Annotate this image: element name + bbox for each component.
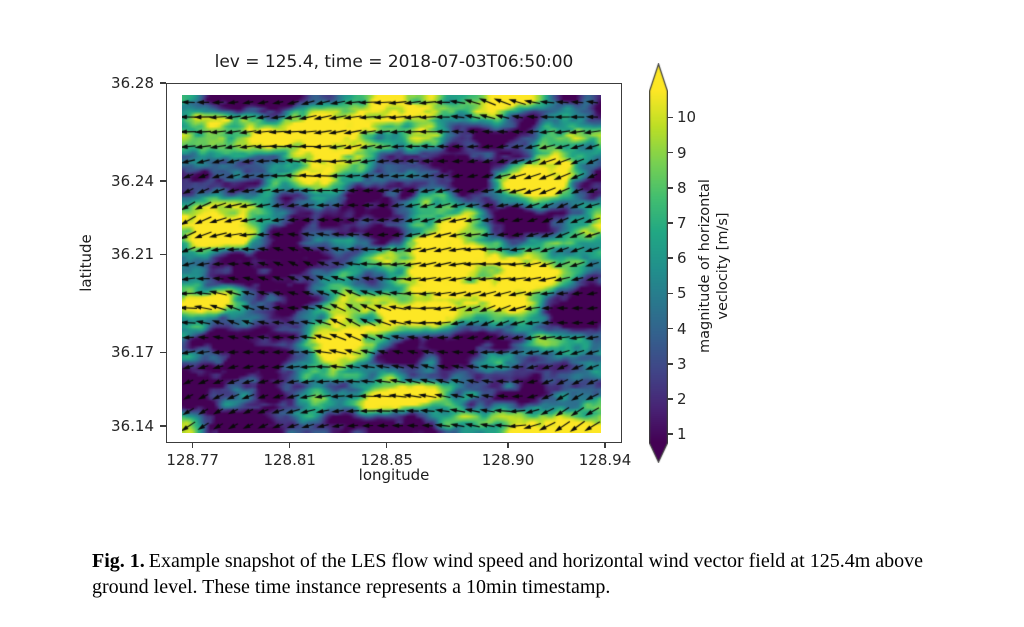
colorbar-tick-label: 7 xyxy=(677,214,687,232)
colorbar-tick-label: 6 xyxy=(677,249,687,268)
colorbar-label: magnitude of horizontal veclocity [m/s] xyxy=(696,146,736,386)
x-tick-mark xyxy=(604,443,606,448)
x-tick-label: 128.77 xyxy=(166,451,219,469)
colorbar-canvas xyxy=(649,63,668,463)
y-tick-label: 36.24 xyxy=(111,171,154,190)
x-tick-mark xyxy=(288,443,291,448)
colorbar-tick-mark xyxy=(668,151,673,154)
figure-caption-number: Fig. 1. xyxy=(92,550,145,572)
colorbar-tick-label: 10 xyxy=(677,108,697,127)
colorbar-tick-mark xyxy=(668,363,673,365)
colorbar-tick-label: 8 xyxy=(677,178,687,197)
colorbar-tick-mark xyxy=(668,187,673,189)
x-tick-label: 128.90 xyxy=(481,451,535,469)
colorbar-tick-label: 5 xyxy=(677,284,687,303)
plot-axes xyxy=(166,83,622,443)
y-tick-mark xyxy=(160,82,166,84)
colorbar-tick-label: 1 xyxy=(677,425,687,444)
colorbar-tick-mark xyxy=(668,257,673,259)
colorbar-tick-label: 9 xyxy=(677,143,687,162)
y-tick-label: 36.17 xyxy=(111,343,154,362)
colorbar-tick-label: 3 xyxy=(677,354,687,373)
colorbar-label-line1: magnitude of horizontal xyxy=(697,179,713,353)
x-tick-label: 128.81 xyxy=(263,451,316,469)
y-tick-mark xyxy=(160,351,166,354)
colorbar-tick-mark xyxy=(668,116,673,119)
x-axis-label: longitude xyxy=(358,466,430,484)
colorbar-tick-mark xyxy=(668,433,673,435)
colorbar-tick-mark xyxy=(668,222,673,224)
y-tick-mark xyxy=(160,425,166,427)
colorbar-tick-label: 4 xyxy=(677,319,687,338)
x-tick-label: 128.94 xyxy=(578,451,632,469)
y-tick-mark xyxy=(160,253,166,256)
y-tick-label: 36.14 xyxy=(111,416,154,435)
colorbar-label-line2: veclocity [m/s] xyxy=(715,212,732,320)
plot-title: lev = 125.4, time = 2018-07-03T06:50:00 xyxy=(214,52,574,72)
figure-caption: Fig. 1. Example snapshot of the LES flow … xyxy=(92,548,944,601)
y-tick-label: 36.28 xyxy=(111,74,154,92)
wind-field-heatmap-canvas xyxy=(182,95,601,433)
colorbar-tick-mark xyxy=(668,398,673,400)
colorbar-tick-label: 2 xyxy=(677,390,687,408)
x-tick-label: 128.85 xyxy=(360,451,413,469)
colorbar-tick-mark xyxy=(668,292,673,295)
colorbar-tick-mark xyxy=(668,327,673,330)
x-tick-mark xyxy=(385,443,388,448)
figure-caption-text: Example snapshot of the LES flow wind sp… xyxy=(92,550,924,599)
y-axis-label: latitude xyxy=(77,234,95,292)
y-tick-mark xyxy=(160,180,166,182)
x-tick-mark xyxy=(507,443,509,448)
y-tick-label: 36.21 xyxy=(111,245,154,264)
x-tick-mark xyxy=(191,443,194,448)
